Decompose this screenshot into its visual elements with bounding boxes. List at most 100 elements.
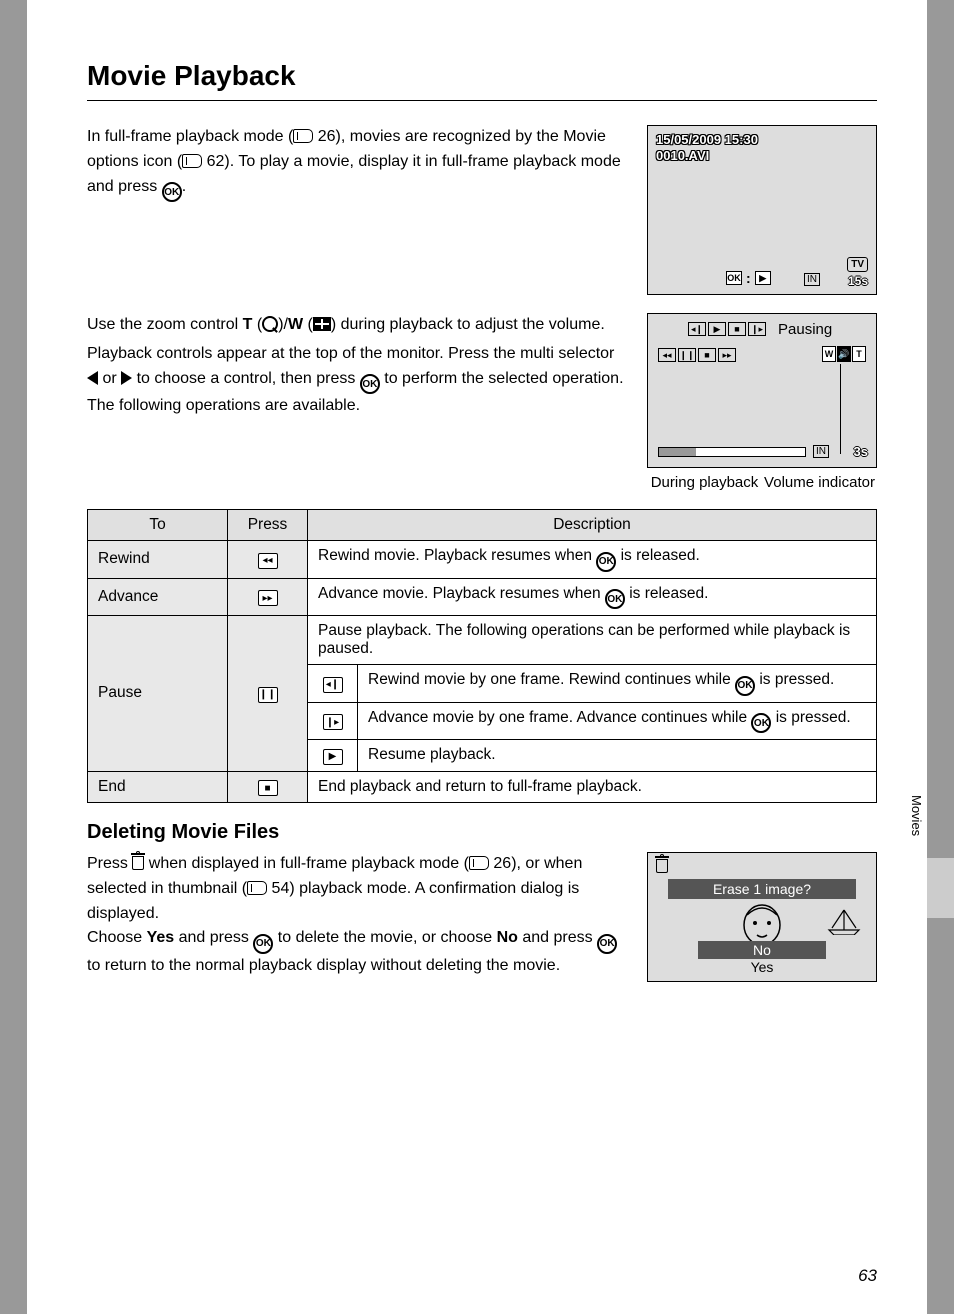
book-icon (182, 154, 202, 168)
ok-mini-icon: OK (726, 271, 742, 285)
col-to: To (88, 510, 228, 541)
sailboat-sketch-icon (824, 905, 864, 935)
pausing-label: Pausing (778, 321, 832, 338)
lcd2-captions: During playback Volume indicator (647, 474, 877, 491)
tv-icon: TV (847, 257, 868, 272)
col-desc: Description (308, 510, 877, 541)
lcd-bottom-right: TV 15s (847, 256, 868, 288)
volume-indicator: W🔊T (822, 346, 866, 362)
erase-question: Erase 1 image? (668, 879, 856, 899)
page-number: 63 (858, 1266, 877, 1286)
text: and press (518, 929, 597, 946)
duration-text: 15s (848, 274, 868, 288)
cell-desc: Rewind movie. Playback resumes when OK i… (308, 541, 877, 579)
left-arrow-icon (87, 371, 98, 385)
time-remaining: 3s (854, 444, 868, 459)
t-vol-icon: T (852, 346, 866, 362)
text: Advance movie. Playback resumes when (318, 585, 605, 602)
text: or (98, 370, 121, 387)
text: . (182, 178, 186, 195)
text: Choose (87, 929, 147, 946)
rewind-button-icon: ◂◂ (258, 553, 278, 569)
volume-section: Use the zoom control T ()/W () during pl… (87, 313, 877, 491)
text: )/ (278, 316, 288, 333)
progress-bar (658, 447, 806, 457)
lcd-preview-2-wrap: ◂❙▶■❙▸ Pausing ◂◂❙❙■▸▸ W🔊T IN 3s During … (647, 313, 877, 491)
side-tab-marker (927, 858, 954, 918)
stop-icon: ■ (698, 348, 716, 362)
book-icon (469, 856, 489, 870)
table-row: Pause ❙❙ Pause playback. The following o… (88, 616, 877, 665)
play-button-icon: ▶ (323, 749, 343, 765)
caption-volume: Volume indicator (762, 474, 877, 491)
book-icon (247, 881, 267, 895)
right-arrow-icon (121, 371, 132, 385)
trash-icon (656, 859, 668, 873)
intro-text: In full-frame playback mode ( 26), movie… (87, 125, 627, 295)
col-press: Press (228, 510, 308, 541)
ok-icon: OK (751, 713, 771, 733)
delete-section: Press when displayed in full-frame playb… (87, 852, 877, 982)
rewind-icon: ◂◂ (658, 348, 676, 362)
ok-icon: OK (735, 676, 755, 696)
text: Advance movie by one frame. Advance cont… (368, 709, 751, 726)
w-label: W (288, 316, 303, 333)
t-label: T (243, 316, 253, 333)
ok-icon: OK (605, 589, 625, 609)
speaker-icon: 🔊 (837, 346, 851, 362)
volume-text: Use the zoom control T ()/W () during pl… (87, 313, 627, 491)
playing-controls: ◂◂❙❙■▸▸ (658, 348, 736, 362)
text: ) during playback to adjust the volume. (331, 316, 605, 333)
advance-button-icon: ▸▸ (258, 590, 278, 606)
cell-desc: Resume playback. (358, 740, 877, 772)
text: to return to the normal playback display… (87, 957, 560, 974)
text: In full-frame playback mode ( (87, 128, 293, 145)
frame-fwd-button-icon: ❙▸ (323, 714, 343, 730)
cell-desc: Pause playback. The following operations… (308, 616, 877, 665)
option-yes: Yes (698, 959, 826, 975)
cell-press: ◂◂ (228, 541, 308, 579)
manual-page: Movies Movie Playback In full-frame play… (27, 0, 927, 1314)
book-icon (293, 129, 313, 143)
lcd-date: 15/05/2009 15:30 (656, 132, 758, 148)
pause-button-icon: ❙❙ (258, 687, 278, 703)
in-badge: IN (804, 273, 820, 286)
page-title: Movie Playback (87, 60, 877, 101)
frame-back-button-icon: ◂❙ (323, 677, 343, 693)
subicon-cell: ❙▸ (308, 702, 358, 740)
no-label: No (497, 929, 518, 946)
yes-label: Yes (147, 929, 175, 946)
subicon-cell: ◂❙ (308, 665, 358, 703)
text: is released. (616, 547, 700, 564)
ok-icon: OK (596, 552, 616, 572)
w-vol-icon: W (822, 346, 836, 362)
in-badge: IN (813, 445, 829, 458)
text: Playback controls appear at the top of t… (87, 345, 614, 362)
text: Rewind movie by one frame. Rewind contin… (368, 671, 735, 688)
table-row: Advance ▸▸ Advance movie. Playback resum… (88, 578, 877, 616)
volume-callout-line (840, 364, 841, 454)
cell-to: Advance (88, 578, 228, 616)
ok-icon: OK (162, 182, 182, 202)
lcd-preview-2: ◂❙▶■❙▸ Pausing ◂◂❙❙■▸▸ W🔊T IN 3s (647, 313, 877, 468)
magnify-icon (262, 316, 278, 332)
dialog-options: No Yes (698, 941, 826, 975)
text: ( (252, 316, 262, 333)
text: is pressed. (755, 671, 834, 688)
cell-to: Pause (88, 616, 228, 772)
caption-during: During playback (647, 474, 762, 491)
text: is released. (625, 585, 709, 602)
cell-desc: Advance movie by one frame. Advance cont… (358, 702, 877, 740)
cell-desc: Rewind movie by one frame. Rewind contin… (358, 665, 877, 703)
cell-desc: Advance movie. Playback resumes when OK … (308, 578, 877, 616)
frame-fwd-icon: ❙▸ (748, 322, 766, 336)
play-mini-icon: ▶ (755, 271, 771, 285)
delete-text: Press when displayed in full-frame playb… (87, 852, 627, 982)
cell-press: ❙❙ (228, 616, 308, 772)
stop-icon: ■ (728, 322, 746, 336)
paused-controls: ◂❙▶■❙▸ (688, 322, 766, 336)
trash-icon (132, 856, 144, 870)
controls-table: To Press Description Rewind ◂◂ Rewind mo… (87, 509, 877, 803)
pause-icon: ❙❙ (678, 348, 696, 362)
play-icon: ▶ (708, 322, 726, 336)
